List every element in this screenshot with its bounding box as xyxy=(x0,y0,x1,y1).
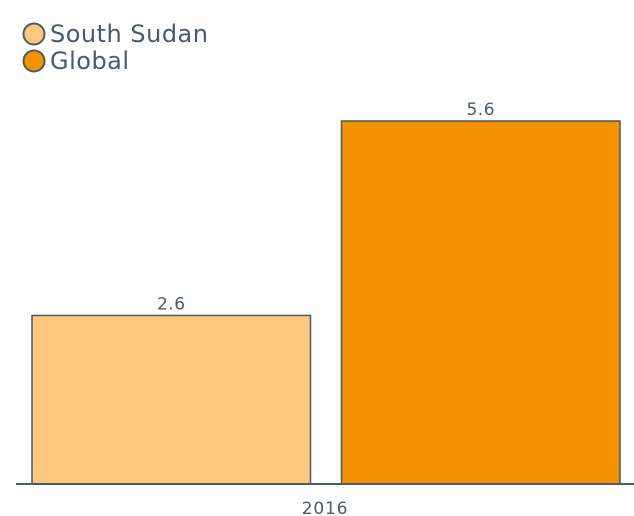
bar xyxy=(31,314,312,485)
value-label: 2.6 xyxy=(157,294,186,314)
x-tick-label: 2016 xyxy=(302,499,348,516)
legend-label: Global xyxy=(50,47,130,75)
bar xyxy=(340,120,621,485)
legend-swatch xyxy=(22,22,46,46)
legend-label: South Sudan xyxy=(50,20,208,48)
legend-swatch xyxy=(22,49,46,73)
value-label: 5.6 xyxy=(466,100,495,120)
